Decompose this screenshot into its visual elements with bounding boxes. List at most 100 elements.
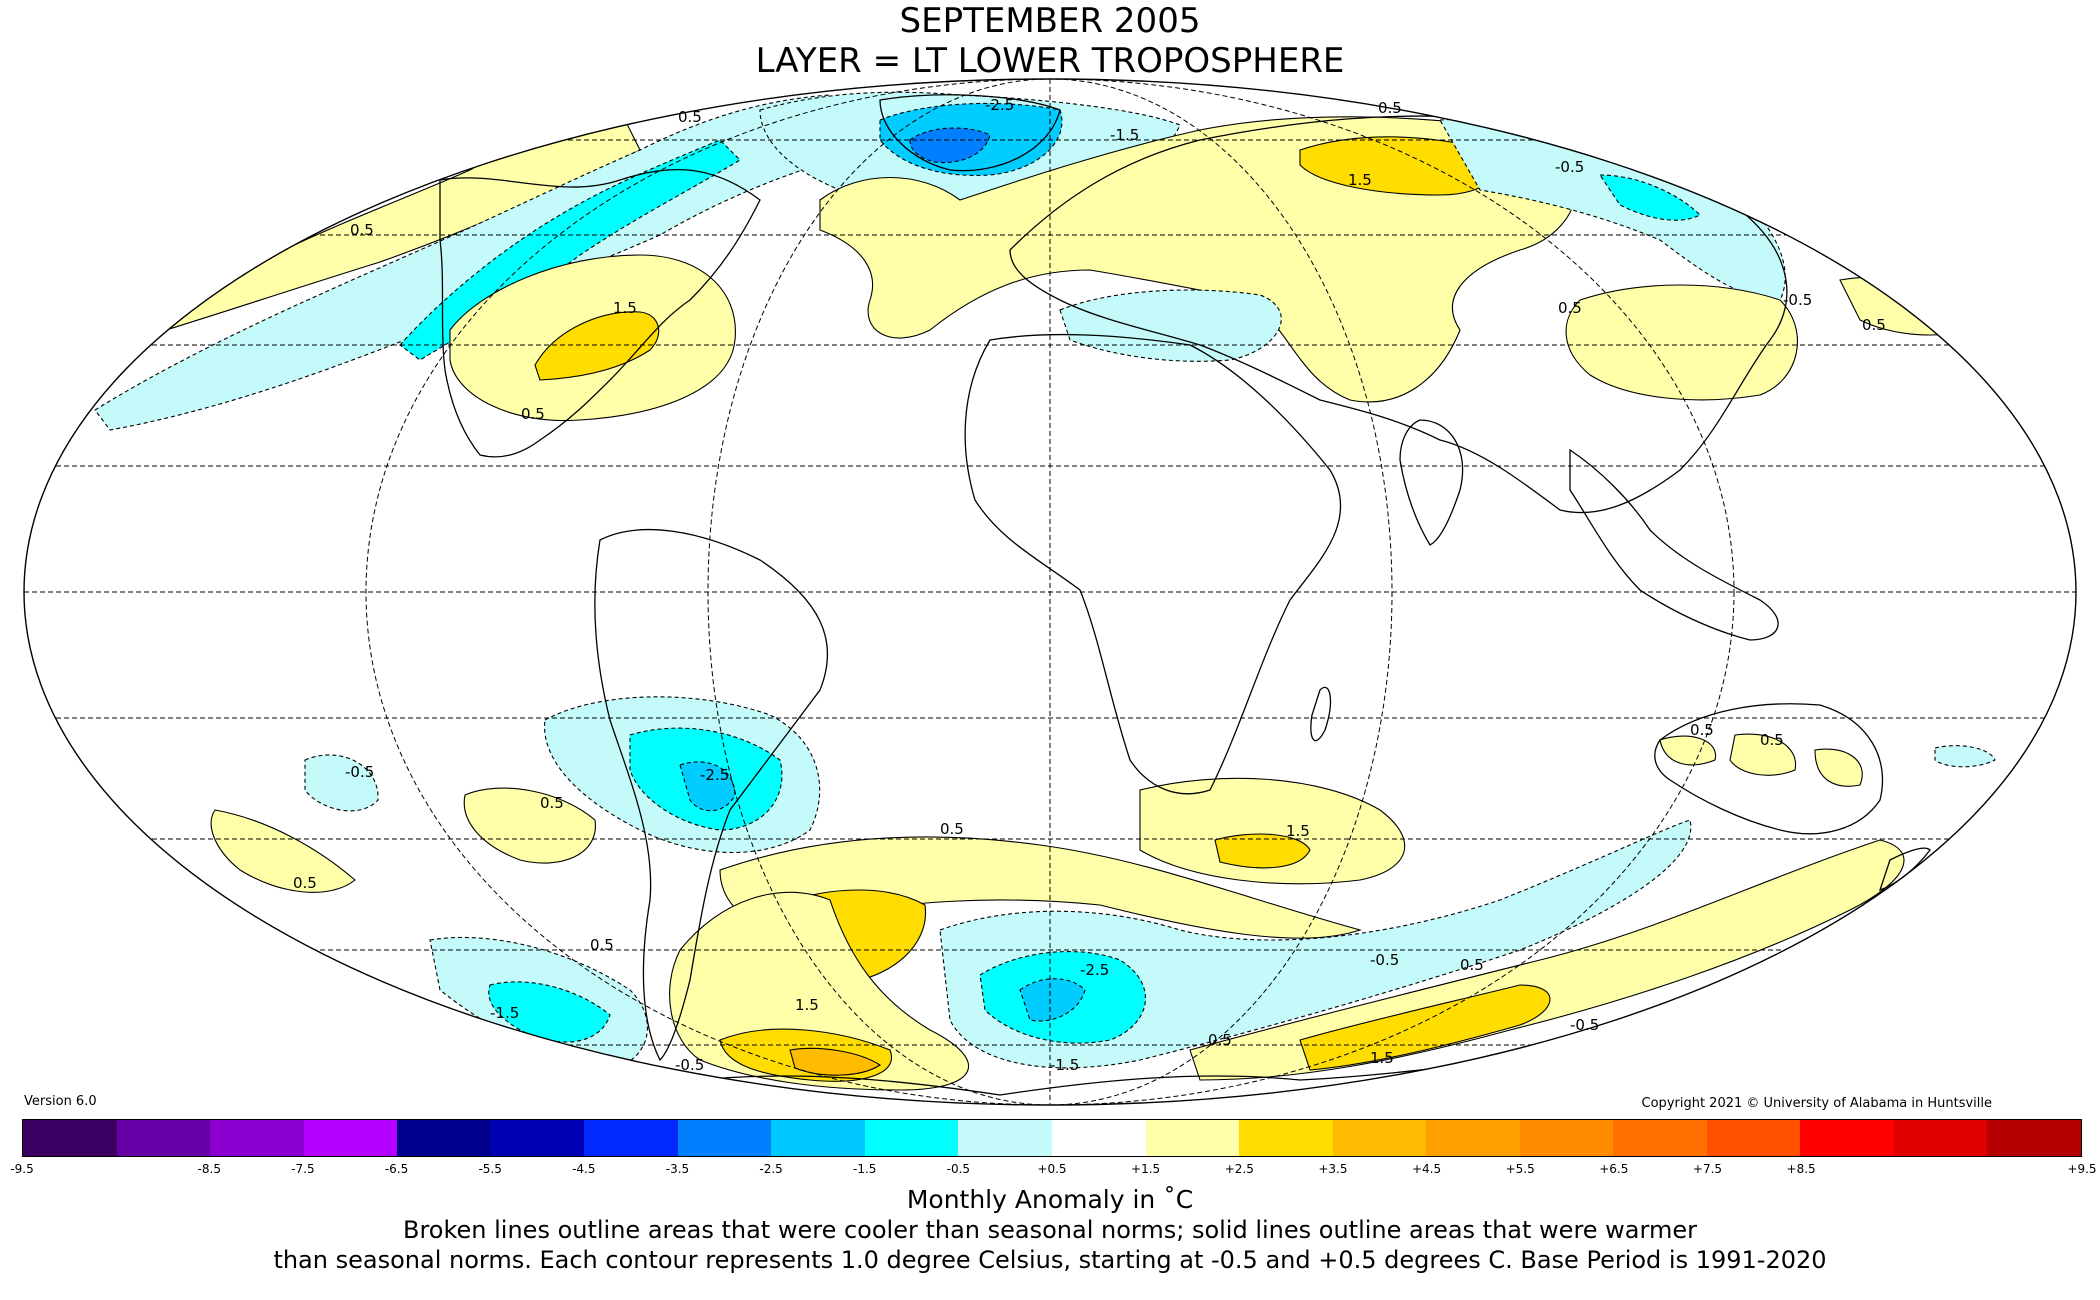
colorbar-tick-label: +3.5: [1318, 1162, 1348, 1176]
anomaly-fields: [94, 91, 2002, 1091]
cool-core-east-siberia: [1598, 174, 1701, 221]
warm-region-australia-west: [1659, 735, 1717, 766]
colorbar-tick-label: -7.5: [291, 1162, 315, 1176]
contour-labels: 0.5 0.5 -2.5 0.5 -1.5 1.5 -0.5 0.5 1.5 0…: [293, 96, 1886, 1074]
contour-label: 0.5: [1378, 99, 1402, 117]
contour-label: 0.5: [1208, 1031, 1232, 1049]
warm-region-southern-africa: [1139, 777, 1406, 885]
contour-label: -2.5: [985, 96, 1014, 114]
colorbar-swatch: [958, 1120, 1053, 1156]
contour-label: 1.5: [613, 299, 637, 317]
eurasia-outline: [1009, 115, 1788, 514]
colorbar-swatch: [864, 1120, 959, 1156]
contour-label: -1.5: [1110, 126, 1139, 144]
contour-label: 1.5: [1370, 1049, 1394, 1067]
new-zealand-outline: [1878, 847, 1931, 892]
contour-label: 0.5: [1760, 731, 1784, 749]
colorbar-swatch: [1426, 1120, 1520, 1156]
colorbar-swatch: [1332, 1120, 1427, 1156]
madagascar-outline: [1310, 686, 1332, 742]
colorbar-swatch: [677, 1120, 772, 1156]
colorbar-tick-label: +6.5: [1599, 1162, 1629, 1176]
colorbar-swatch: [210, 1120, 304, 1156]
colorbar-tick-label: +8.5: [1786, 1162, 1816, 1176]
colorbar-swatch: [1145, 1120, 1240, 1156]
colorbar-swatch: [1052, 1120, 1146, 1156]
colorbar-tick-label: -6.5: [384, 1162, 409, 1176]
caption-line-2: than seasonal norms. Each contour repres…: [273, 1246, 1827, 1274]
contour-label: 0.5: [940, 820, 964, 838]
contour-label: 1.5: [795, 996, 819, 1014]
colorbar-tick-label: +4.5: [1411, 1162, 1442, 1176]
contour-label: -0.5: [1555, 158, 1584, 176]
colorbar-swatch: [1706, 1120, 1801, 1156]
version-label: Version 6.0: [24, 1094, 97, 1109]
colorbar-tick-label: +1.5: [1131, 1162, 1161, 1176]
caption-line-1: Broken lines outline areas that were coo…: [403, 1216, 1697, 1244]
colorbar-swatch: [1800, 1120, 1894, 1156]
cool-peak-greenland: [909, 127, 991, 164]
colorbar-ticks: -9.5 -8.5 -7.5 -6.5 -5.5 -4.5 -3.5 -2.5 -1.5 -0.5…: [10, 1162, 2096, 1182]
australia-outline: [1654, 703, 1884, 835]
colorbar-swatch: [23, 1120, 117, 1156]
contour-label: 0.5: [540, 794, 564, 812]
colorbar-tick-label: +7.5: [1692, 1162, 1723, 1176]
colorbar-swatch: [397, 1120, 491, 1156]
colorbar-swatch: [303, 1120, 398, 1156]
map-title: SEPTEMBER 2005: [899, 1, 1201, 41]
colorbar: [22, 1119, 2082, 1157]
colorbar-swatch: [1519, 1120, 1614, 1156]
warm-region-south-pacific: [463, 787, 596, 864]
coastlines: [439, 94, 1931, 1096]
colorbar-tick-label: -8.5: [197, 1162, 221, 1176]
cool-region-south-pacific-spot: [304, 754, 379, 812]
colorbar-tick-label: +9.5: [2067, 1162, 2097, 1176]
greenland-outline: [879, 94, 1061, 172]
colorbar-tick-label: -5.5: [478, 1162, 502, 1176]
contour-label: -0.5: [675, 1056, 704, 1074]
contour-label: 1.5: [1286, 822, 1310, 840]
copyright-label: Copyright 2021 © University of Alabama i…: [1641, 1096, 1992, 1111]
warm-region-australia-central: [1729, 733, 1797, 776]
cool-peak-southern-ocean: [1019, 978, 1086, 1022]
warm-core-usa: [534, 311, 660, 381]
colorbar-swatch: [1893, 1120, 1988, 1156]
contour-label: -2.5: [700, 766, 729, 784]
graticule: [24, 79, 2076, 1105]
colorbar-swatch: [1613, 1120, 1707, 1156]
contour-label: 0.5: [678, 108, 702, 126]
colorbar-swatch: [771, 1120, 865, 1156]
contour-label: 0.5: [350, 221, 374, 239]
colorbar-swatch: [1239, 1120, 1333, 1156]
colorbar-swatch: [116, 1120, 211, 1156]
colorbar-tick-label: -2.5: [759, 1162, 783, 1176]
contour-label: 1.5: [1348, 171, 1372, 189]
contour-label: -0.5: [1570, 1016, 1599, 1034]
contour-label: 0.5: [1690, 721, 1714, 739]
cool-region-tasman: [1934, 745, 1996, 768]
contour-label: -2.5: [1080, 961, 1109, 979]
africa-outline: [964, 333, 1342, 795]
colorbar-swatch: [490, 1120, 585, 1156]
cool-region-mediterranean: [1059, 289, 1282, 362]
colorbar-tick-label: +5.5: [1505, 1162, 1535, 1176]
colorbar-tick-label: +2.5: [1224, 1162, 1254, 1176]
colorbar-swatch: [1987, 1120, 2082, 1156]
contour-label: -1.5: [1050, 1056, 1079, 1074]
contour-label: 0.5: [590, 936, 614, 954]
colorbar-tick-label: -3.5: [665, 1162, 690, 1176]
warm-region-australia-east: [1814, 748, 1863, 787]
warm-region-south-pacific-west: [210, 809, 356, 893]
anomaly-map: 0.5 0.5 -2.5 0.5 -1.5 1.5 -0.5 0.5 1.5 0…: [23, 78, 2077, 1106]
cool-core-southwest: [488, 981, 611, 1043]
colorbar-tick-label: -9.5: [10, 1162, 34, 1176]
contour-label: 0.5: [293, 874, 317, 892]
map-subtitle: LAYER = LT LOWER TROPOSPHERE: [755, 41, 1345, 81]
contour-label: 0.5: [1558, 299, 1582, 317]
north-america-outline: [439, 169, 761, 458]
south-america-outline: [594, 528, 828, 1062]
southeast-asia-outline: [1569, 448, 1779, 641]
colorbar-swatch: [584, 1120, 678, 1156]
contour-label: -1.5: [490, 1004, 519, 1022]
contour-label: 0.5: [1862, 316, 1886, 334]
